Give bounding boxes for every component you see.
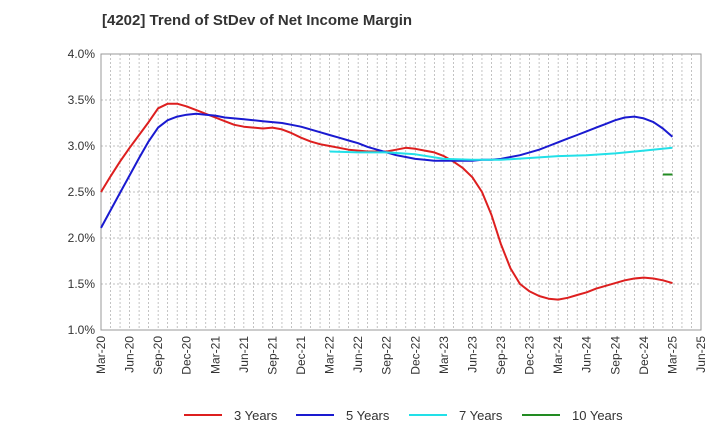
x-tick-label: Mar-21 xyxy=(208,336,222,374)
x-tick-label: Jun-20 xyxy=(123,336,137,373)
x-tick-label: Jun-25 xyxy=(694,336,708,373)
x-tick-label: Jun-24 xyxy=(580,336,594,373)
legend-label-10-years: 10 Years xyxy=(572,407,623,423)
y-tick-label: 2.5% xyxy=(68,185,96,199)
line-chart: 1.0% 1.5% 2.0% 2.5% 3.0% 3.5% 4.0% Mar-20 Jun-20… xyxy=(68,47,708,375)
y-tick-label: 1.0% xyxy=(68,323,96,337)
grid xyxy=(101,54,701,330)
legend-item-5-years: 5 Years xyxy=(296,404,389,426)
legend-swatch-5-years xyxy=(296,414,334,416)
legend-item-3-years: 3 Years xyxy=(184,404,277,426)
legend-swatch-3-years xyxy=(184,414,222,416)
y-tick-label: 4.0% xyxy=(68,47,96,61)
x-tick-label: Sep-22 xyxy=(380,336,394,375)
x-tick-label: Dec-24 xyxy=(637,336,651,375)
x-tick-label: Sep-20 xyxy=(151,336,165,375)
legend-item-7-years: 7 Years xyxy=(409,404,502,426)
chart-title: [4202] Trend of StDev of Net Income Marg… xyxy=(102,12,413,29)
legend-label-5-years: 5 Years xyxy=(346,407,390,423)
x-tick-label: Sep-24 xyxy=(608,336,622,375)
x-tick-label: Dec-23 xyxy=(523,336,537,375)
legend-label-7-years: 7 Years xyxy=(459,407,503,423)
x-tick-label: Jun-21 xyxy=(237,336,251,373)
legend: 3 Years 5 Years 7 Years 10 Years xyxy=(0,404,720,426)
legend-item-10-years: 10 Years xyxy=(522,404,623,426)
legend-label-3-years: 3 Years xyxy=(234,407,278,423)
x-tick-label: Dec-22 xyxy=(408,336,422,375)
legend-swatch-7-years xyxy=(409,414,447,416)
y-tick-label: 3.5% xyxy=(68,93,96,107)
x-tick-label: Jun-23 xyxy=(465,336,479,373)
x-tick-label: Sep-21 xyxy=(265,336,279,375)
x-tick-label: Mar-23 xyxy=(437,336,451,374)
legend-swatch-10-years xyxy=(522,414,560,416)
y-tick-label: 2.0% xyxy=(68,231,96,245)
axis-labels: 1.0% 1.5% 2.0% 2.5% 3.0% 3.5% 4.0% Mar-20 Jun-20… xyxy=(68,47,708,375)
x-tick-label: Mar-20 xyxy=(94,336,108,374)
x-tick-label: Mar-25 xyxy=(665,336,679,374)
x-tick-label: Sep-23 xyxy=(494,336,508,375)
series-line-7-years xyxy=(329,146,673,161)
x-tick-label: Mar-22 xyxy=(323,336,337,374)
y-tick-label: 1.5% xyxy=(68,277,96,291)
x-tick-label: Jun-22 xyxy=(351,336,365,373)
x-tick-label: Mar-24 xyxy=(551,336,565,374)
x-tick-label: Dec-20 xyxy=(180,336,194,375)
series-lines xyxy=(100,102,674,301)
y-tick-label: 3.0% xyxy=(68,139,96,153)
x-tick-label: Dec-21 xyxy=(294,336,308,375)
